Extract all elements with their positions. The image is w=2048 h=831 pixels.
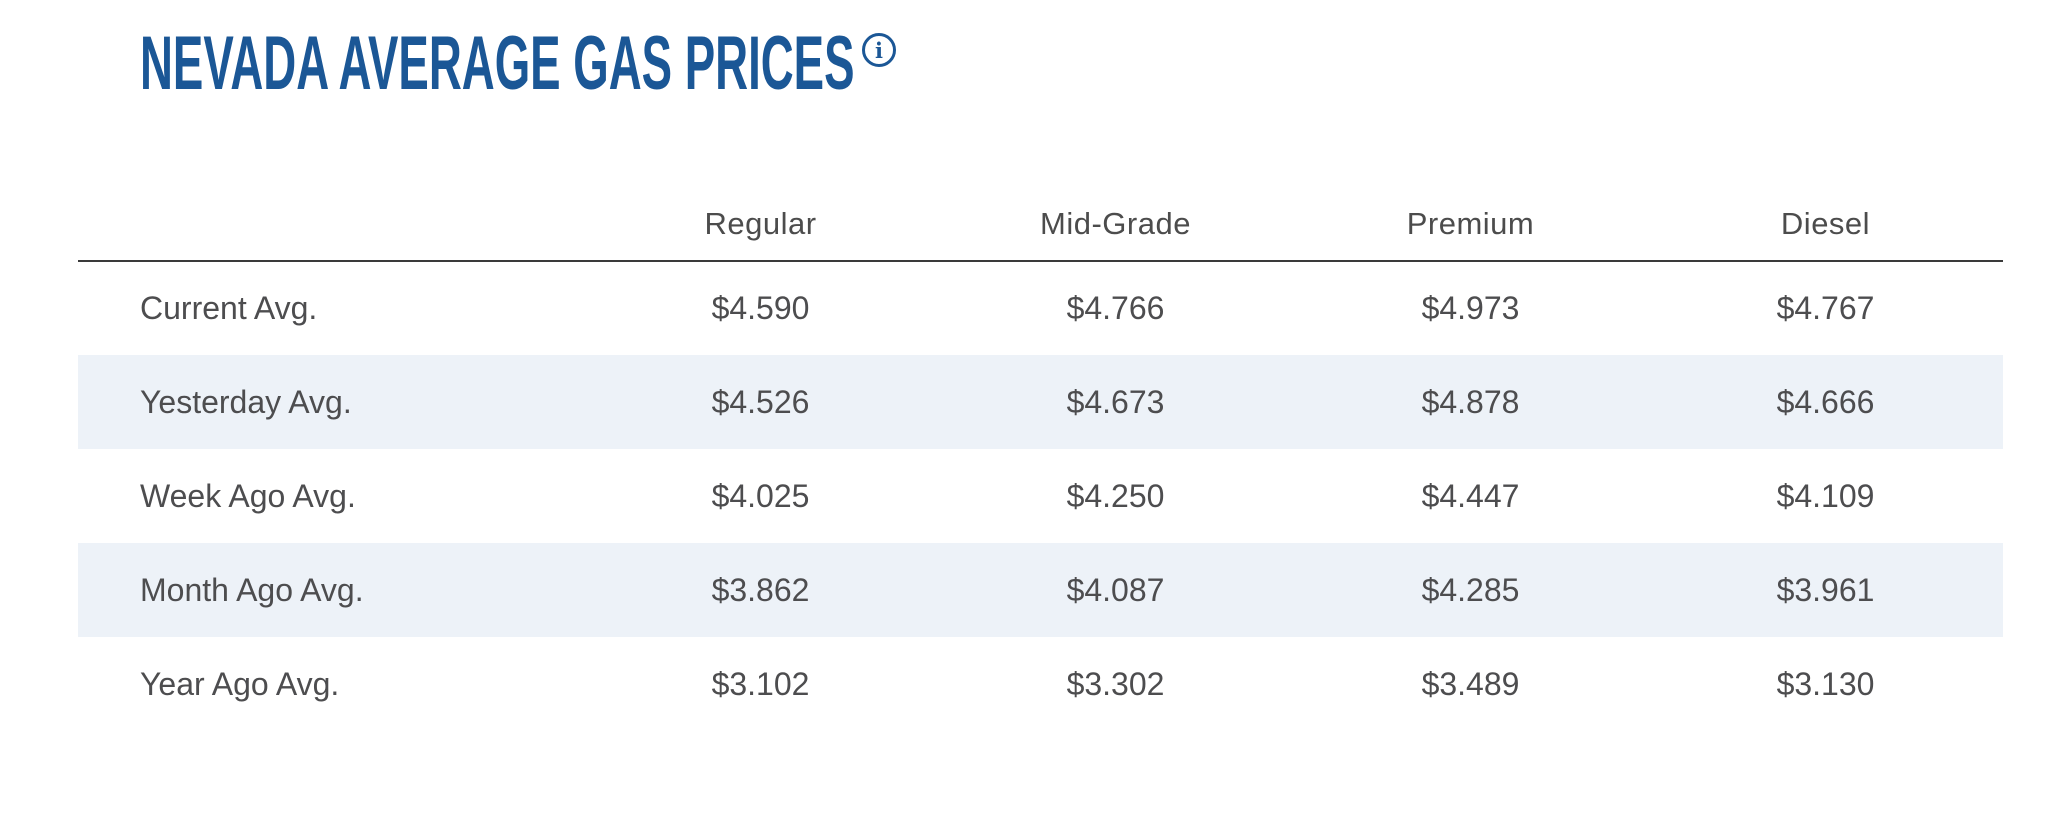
price-cell: $4.025 (711, 477, 810, 514)
table-row-week-ago-avg: Week Ago Avg. $4.025 $4.250 $4.447 $4.10… (78, 449, 2003, 543)
price-cell: $4.447 (1421, 477, 1520, 514)
table-row-yesterday-avg: Yesterday Avg. $4.526 $4.673 $4.878 $4.6… (78, 355, 2003, 449)
row-label: Current Avg. (140, 290, 318, 326)
price-cell: $4.087 (1066, 571, 1165, 608)
column-header-midgrade: Mid-Grade (938, 180, 1293, 262)
table-header-row: Regular Mid-Grade Premium Diesel (78, 180, 2003, 262)
price-cell: $4.590 (711, 290, 810, 326)
column-header-empty (78, 180, 583, 262)
row-label: Yesterday Avg. (140, 383, 352, 420)
price-cell: $3.130 (1776, 665, 1875, 702)
price-cell: $4.526 (711, 383, 810, 420)
price-cell: $4.766 (1066, 290, 1165, 326)
price-cell: $4.285 (1421, 571, 1520, 608)
table-row-current-avg: Current Avg. $4.590 $4.766 $4.973 $4.767 (78, 261, 2003, 355)
row-label: Month Ago Avg. (140, 571, 364, 608)
table-row-year-ago-avg: Year Ago Avg. $3.102 $3.302 $3.489 $3.13… (78, 637, 2003, 731)
column-header-diesel: Diesel (1648, 180, 2003, 262)
info-icon-glyph: i (875, 37, 883, 63)
price-cell: $4.673 (1066, 383, 1165, 420)
info-icon[interactable]: i (862, 33, 896, 67)
table-row-month-ago-avg: Month Ago Avg. $3.862 $4.087 $4.285 $3.9… (78, 543, 2003, 637)
price-cell: $4.109 (1776, 477, 1875, 514)
gas-price-table-container: Regular Mid-Grade Premium Diesel Current… (78, 180, 2003, 731)
column-header-regular: Regular (583, 180, 938, 262)
gas-price-table: Regular Mid-Grade Premium Diesel Current… (78, 180, 2003, 731)
price-cell: $3.961 (1776, 571, 1875, 608)
price-cell: $4.666 (1776, 383, 1875, 420)
row-label: Week Ago Avg. (140, 477, 356, 514)
price-cell: $4.878 (1421, 383, 1520, 420)
price-cell: $3.302 (1066, 665, 1165, 702)
price-cell: $3.862 (711, 571, 810, 608)
price-cell: $3.489 (1421, 665, 1520, 702)
column-header-premium: Premium (1293, 180, 1648, 262)
price-cell: $4.250 (1066, 477, 1165, 514)
price-cell: $4.973 (1421, 290, 1520, 326)
page-title: NEVADA AVERAGE GAS PRICES (140, 21, 855, 106)
price-cell: $3.102 (711, 665, 810, 702)
price-cell: $4.767 (1776, 290, 1875, 326)
row-label: Year Ago Avg. (140, 665, 340, 702)
